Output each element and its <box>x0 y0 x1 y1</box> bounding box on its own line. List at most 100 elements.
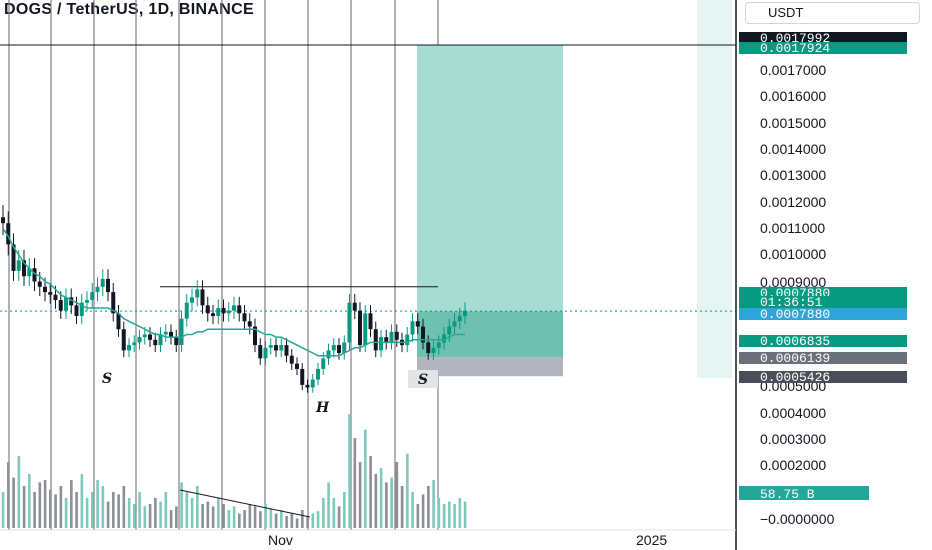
volume-bar <box>322 498 325 528</box>
candle <box>163 324 168 342</box>
candle-body <box>295 363 299 369</box>
candle <box>305 379 310 393</box>
candle <box>368 305 373 337</box>
price-tag-text: 0.0017924 <box>760 41 830 56</box>
volume-bar <box>49 489 52 528</box>
candle-body <box>431 347 436 354</box>
candle-body <box>247 321 252 327</box>
candle <box>79 294 84 325</box>
volume-bar <box>421 494 425 528</box>
candle <box>121 321 126 358</box>
horizontal-levels[interactable] <box>0 44 736 312</box>
candle-body <box>436 342 441 348</box>
stop-zone <box>417 357 563 377</box>
volume-bar <box>458 498 462 528</box>
price-tag-text: 0.0007880 <box>760 307 830 322</box>
volume-bar <box>280 510 283 528</box>
candle-body <box>158 334 163 346</box>
candle <box>389 324 394 350</box>
price-tag-text: 0.0005426 <box>760 370 830 385</box>
candle <box>184 294 189 327</box>
volume-trend-line <box>179 489 311 518</box>
candle-body <box>121 329 126 351</box>
candle-body <box>405 334 410 346</box>
price-tick-label: 0.0017000 <box>760 62 826 78</box>
candle-body <box>116 313 121 330</box>
candle <box>347 294 352 350</box>
candle-body <box>142 334 147 338</box>
candle <box>358 302 362 353</box>
volume-bar <box>85 498 89 528</box>
price-tag: 0.0006835 <box>739 334 907 349</box>
volume-bar <box>463 501 467 528</box>
price-tag-bg <box>739 371 907 383</box>
volume-bar <box>80 474 84 528</box>
candle-body <box>347 302 352 343</box>
volume-bar <box>180 482 183 528</box>
candle <box>258 338 263 365</box>
candle-body <box>137 337 142 343</box>
candle <box>132 335 137 353</box>
volume-bar <box>112 492 115 528</box>
candle <box>205 296 210 322</box>
candle <box>274 338 278 358</box>
candle-body <box>226 310 231 314</box>
candle <box>211 305 215 325</box>
volume-bar <box>101 486 105 528</box>
volume-bar <box>164 492 168 528</box>
price-tick-label: 0.0016000 <box>760 88 826 104</box>
time-axis[interactable]: Nov 2025 <box>0 529 736 548</box>
volume-bar <box>327 482 330 528</box>
price-tag-bg <box>739 335 907 347</box>
volume-bar <box>385 482 388 528</box>
volume-bar <box>22 486 26 528</box>
candle <box>447 318 452 342</box>
candle-body <box>363 313 368 346</box>
candle-body <box>184 302 189 319</box>
volume-bar <box>285 516 288 528</box>
candle-body <box>342 342 347 354</box>
candle-body <box>379 337 383 351</box>
volume-bar <box>269 508 273 528</box>
pattern-label: S <box>102 371 112 387</box>
volume-bar <box>154 498 157 528</box>
candle-body <box>274 345 278 351</box>
candle <box>195 280 200 307</box>
candle-body <box>316 368 320 380</box>
volume-bar <box>358 462 362 528</box>
volume-bar <box>38 482 42 528</box>
trend-lines[interactable] <box>179 489 311 518</box>
volume-bar <box>122 486 126 528</box>
candle <box>284 338 289 363</box>
candle <box>216 299 221 325</box>
price-tag-bg <box>739 308 907 320</box>
candle <box>169 324 173 345</box>
volume-bar <box>337 506 341 528</box>
time-axis-label: 2025 <box>636 532 667 548</box>
candle-body <box>263 347 268 359</box>
candle-body <box>368 313 373 330</box>
volume-bar <box>28 474 31 528</box>
candle-body <box>384 337 389 343</box>
candle <box>137 329 142 350</box>
time-axis-label: Nov <box>268 532 293 548</box>
candle-body <box>337 345 341 354</box>
candle <box>289 349 294 370</box>
candle <box>69 288 74 314</box>
price-tick-label: 0.0011000 <box>760 220 825 236</box>
candle <box>421 318 425 350</box>
candle <box>153 332 158 353</box>
candle <box>415 313 420 335</box>
volume-bar <box>432 480 435 528</box>
volume-bar <box>259 511 262 528</box>
candle-body <box>447 326 452 335</box>
volume-bar <box>353 438 357 528</box>
position-zones[interactable] <box>417 45 563 377</box>
candle-body <box>421 326 425 343</box>
volume-bar <box>217 498 220 528</box>
volume-bar <box>59 486 63 528</box>
candle-body <box>179 318 184 346</box>
currency-selector[interactable]: USDT <box>745 2 920 24</box>
price-tag: 0.0017924 <box>739 41 907 56</box>
